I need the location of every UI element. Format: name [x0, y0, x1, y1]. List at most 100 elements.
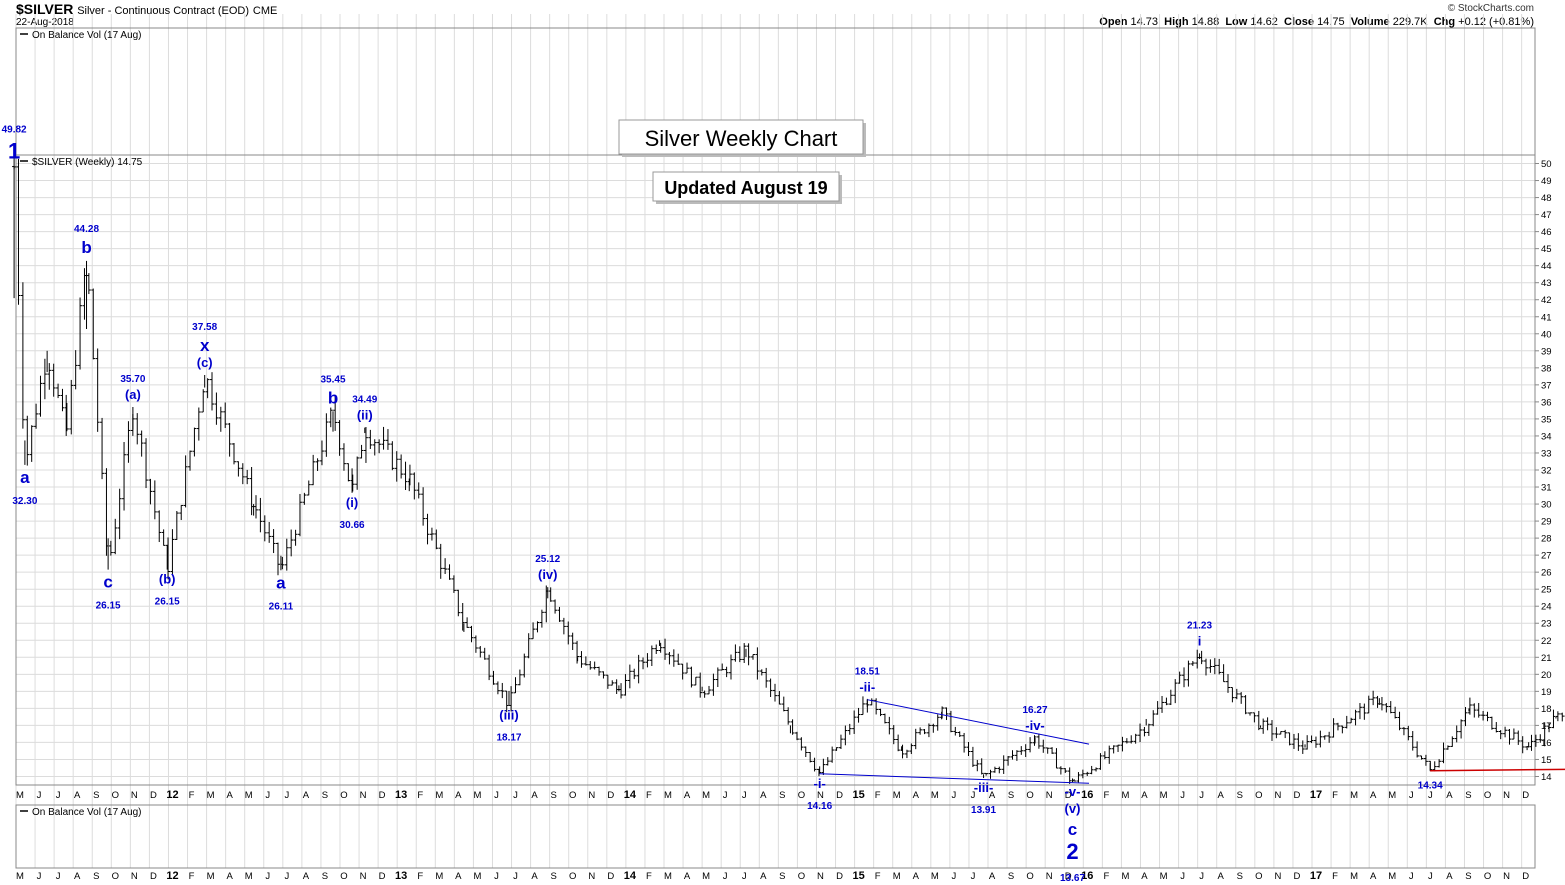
price-bar — [918, 727, 923, 735]
y-tick-label: 16 — [1541, 738, 1552, 749]
price-bar — [363, 427, 368, 463]
x-tick-label: J — [265, 790, 270, 801]
x-tick-label: 16 — [1081, 870, 1093, 882]
price-bar — [179, 504, 184, 521]
price-bar — [592, 661, 597, 670]
x-tick-label: M — [245, 790, 253, 801]
price-bar — [381, 426, 386, 450]
price-bar — [407, 464, 412, 486]
price-bar — [1309, 735, 1314, 744]
price-bar — [856, 707, 861, 723]
price-bar — [1239, 692, 1244, 704]
x-tick-label: A — [455, 871, 462, 882]
price-bar — [1138, 723, 1143, 743]
price-bar — [1006, 756, 1011, 766]
wave-annotation: (b) 26.15 — [155, 572, 180, 608]
y-tick-label: 22 — [1541, 636, 1552, 647]
price-bar — [1441, 742, 1446, 764]
x-tick-label: D — [836, 871, 843, 882]
x-tick-label: D — [1065, 790, 1072, 801]
wave-label: (i) — [346, 495, 358, 510]
price-bar — [1494, 722, 1499, 733]
price-bar — [82, 268, 87, 320]
price-bar — [1551, 709, 1556, 729]
price-bar — [1010, 750, 1015, 760]
price-bar — [1230, 686, 1235, 703]
x-tick-label: A — [760, 871, 767, 882]
x-tick-label: A — [760, 790, 767, 801]
y-tick-label: 15 — [1541, 755, 1552, 766]
x-tick-label: D — [1294, 790, 1301, 801]
x-tick-label: J — [513, 790, 518, 801]
y-tick-label: 31 — [1541, 483, 1552, 494]
price-bar — [1028, 737, 1033, 753]
price-bar — [275, 542, 280, 576]
x-tick-label: S — [322, 871, 328, 882]
x-tick-label: J — [494, 871, 499, 882]
price-bar — [1032, 735, 1037, 746]
x-tick-label: J — [1428, 871, 1433, 882]
y-tick-label: 44 — [1541, 261, 1552, 272]
x-tick-label: F — [1103, 790, 1109, 801]
price-bar — [315, 458, 320, 471]
x-tick-label: F — [646, 790, 652, 801]
price-bar — [658, 642, 663, 653]
x-tick-label: D — [1065, 871, 1072, 882]
price-bar — [500, 682, 505, 699]
y-tick-label: 29 — [1541, 517, 1552, 528]
price-bar — [729, 654, 734, 680]
x-tick-label: 17 — [1310, 870, 1322, 882]
x-tick-label: A — [913, 871, 920, 882]
x-tick-label: J — [723, 871, 728, 882]
price-bar — [746, 643, 751, 666]
x-tick-label: M — [435, 790, 443, 801]
price-bar — [1045, 747, 1050, 754]
price-bar — [113, 518, 118, 555]
wave-annotation: a 32.30 — [12, 468, 37, 507]
price-bar — [588, 661, 593, 670]
y-tick-label: 20 — [1541, 670, 1552, 681]
price-bar — [416, 482, 421, 499]
price-bar — [702, 690, 707, 698]
price-bar — [1366, 695, 1371, 714]
price-bar — [1155, 701, 1160, 715]
price-bar — [834, 747, 839, 751]
price-bar — [887, 716, 892, 735]
y-tick-label: 46 — [1541, 227, 1552, 238]
price-bar — [1129, 735, 1134, 744]
y-tick-label: 19 — [1541, 687, 1552, 698]
x-tick-label: O — [1484, 790, 1491, 801]
price-label: 13.67 — [1060, 873, 1085, 884]
x-tick-label: A — [913, 790, 920, 801]
price-bar — [289, 529, 294, 557]
price-bar — [249, 466, 254, 516]
x-tick-label: A — [989, 790, 996, 801]
price-bar — [174, 510, 179, 540]
price-bar — [610, 680, 615, 686]
x-tick-label: A — [303, 790, 310, 801]
price-bar — [78, 297, 83, 370]
price-bar — [1102, 751, 1107, 760]
price-bar — [970, 746, 975, 768]
price-bar — [1503, 726, 1508, 738]
price-label: 26.11 — [269, 601, 294, 612]
price-bar — [539, 609, 544, 628]
time-axis: MMJJJJAASSOONNDD1212FFMMAAMMJJJJAASSOONN… — [16, 789, 1529, 882]
price-bar — [548, 587, 553, 602]
price-bar — [1344, 715, 1349, 729]
price-bar — [685, 662, 690, 674]
price-bar — [693, 676, 698, 686]
price-bar — [390, 441, 395, 471]
price-bar — [262, 515, 267, 542]
price-bar — [904, 749, 909, 759]
price-bar — [667, 651, 672, 665]
price-bar — [1089, 765, 1094, 775]
x-tick-label: M — [931, 790, 939, 801]
y-tick-label: 24 — [1541, 602, 1552, 613]
price-bar — [557, 606, 562, 622]
price-bar — [654, 644, 659, 655]
price-bar — [1287, 732, 1292, 746]
x-tick-label: A — [74, 871, 81, 882]
x-tick-label: O — [1255, 871, 1262, 882]
x-tick-label: F — [417, 871, 423, 882]
